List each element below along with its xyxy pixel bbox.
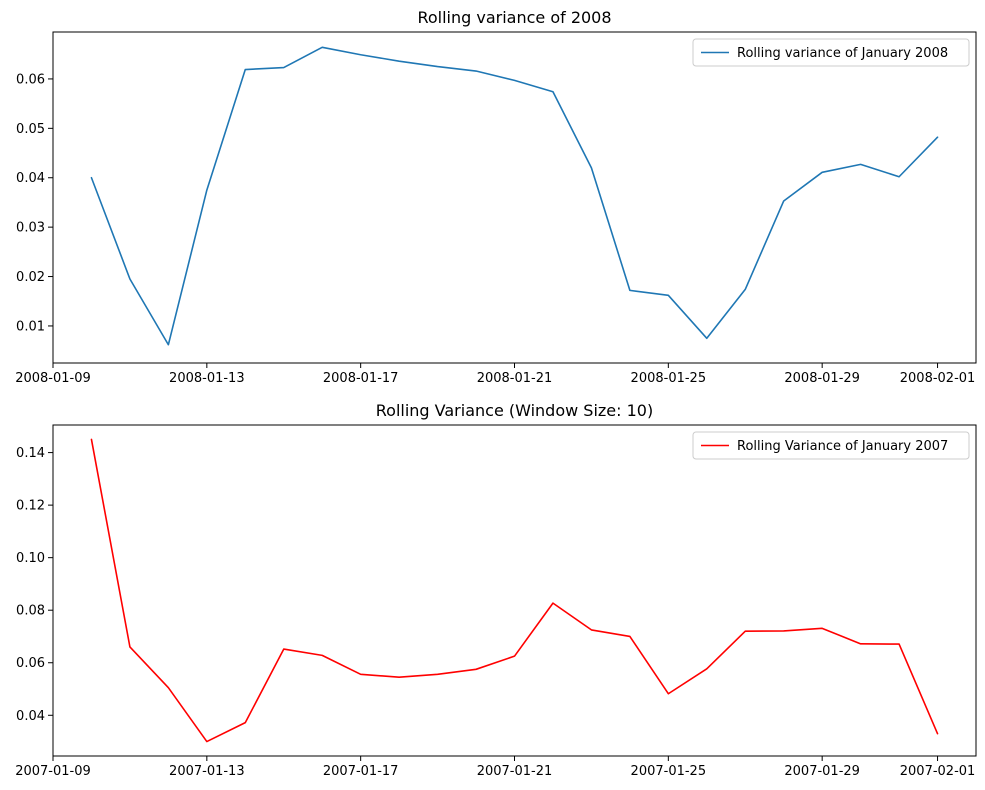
x-tick-label: 2008-01-21 [477,371,553,386]
chart-title: Rolling variance of 2008 [417,8,611,27]
y-tick-label: 0.06 [16,72,45,87]
y-tick-label: 0.01 [16,319,45,334]
chart-title: Rolling Variance (Window Size: 10) [376,401,653,420]
x-tick-label: 2007-02-01 [900,764,976,779]
y-tick-label: 0.10 [16,551,45,566]
legend: Rolling Variance of January 2007 [692,431,970,460]
chart-panel-1: Rolling variance of 2008 2008-01-09 2008-0… [15,8,977,386]
legend-box [692,431,970,460]
legend-label: Rolling Variance of January 2007 [737,439,948,454]
plot-area-frame [52,424,977,757]
y-tick-label: 0.04 [16,709,45,724]
x-tick-label: 2007-01-17 [323,764,399,779]
x-tick-label: 2008-01-17 [323,371,399,386]
x-tick-label: 2008-01-29 [784,371,860,386]
plot-area-frame [52,31,977,364]
legend-label: Rolling variance of January 2008 [737,46,948,61]
y-tick-label: 0.14 [16,446,45,461]
x-tick-label: 2007-01-29 [784,764,860,779]
y-tick-label: 0.04 [16,171,45,186]
y-tick-label: 0.06 [16,656,45,671]
x-tick-label: 2007-01-25 [631,764,707,779]
series-line-1 [90,46,939,346]
x-tick-label: 2008-01-13 [169,371,245,386]
chart-panel-2: Rolling Variance (Window Size: 10) 2007-0… [15,401,977,779]
series-line-1 [90,438,939,743]
x-tick-label: 2007-01-13 [169,764,245,779]
y-tick-label: 0.12 [16,499,45,514]
y-tick-label: 0.05 [16,122,45,137]
y-tick-label: 0.03 [16,221,45,236]
x-tick-label: 2008-02-01 [900,371,976,386]
x-tick-label: 2007-01-21 [477,764,553,779]
x-tick-label: 2008-01-25 [631,371,707,386]
legend-box [692,38,970,67]
legend: Rolling variance of January 2008 [692,38,970,67]
x-tick-label: 2008-01-09 [15,371,91,386]
y-tick-label: 0.08 [16,604,45,619]
x-tick-label: 2007-01-09 [15,764,91,779]
y-tick-label: 0.02 [16,270,45,285]
